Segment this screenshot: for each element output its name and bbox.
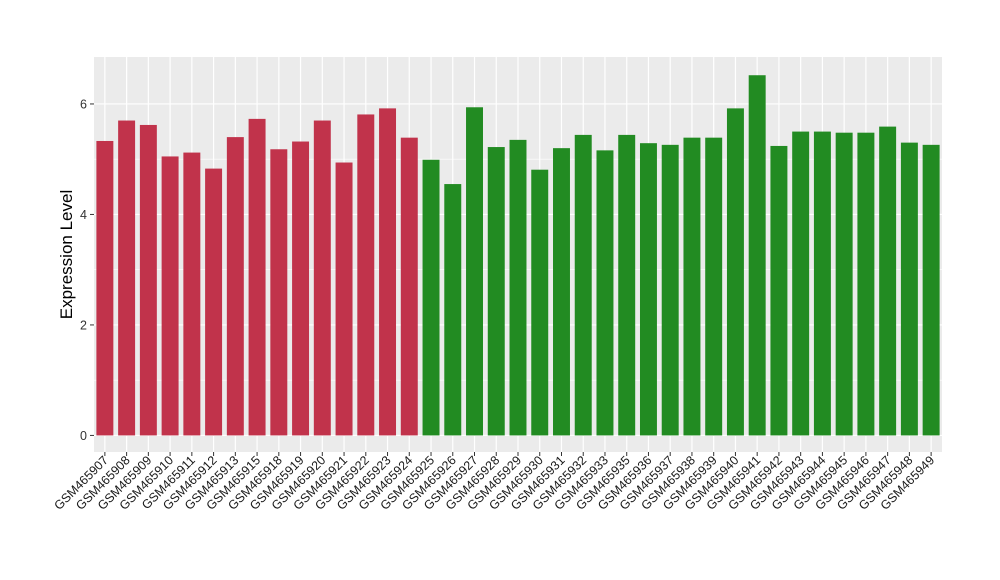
y-tick-label: 6 xyxy=(80,97,87,111)
y-tick-label: 4 xyxy=(80,208,87,222)
bars xyxy=(96,75,940,436)
bar xyxy=(422,159,440,436)
bar xyxy=(553,148,570,436)
y-axis: 0 2 4 6 xyxy=(80,97,94,443)
bar xyxy=(922,144,940,436)
bar xyxy=(879,126,897,436)
bar xyxy=(748,75,766,436)
x-axis: GSM465907GSM465908GSM465909GSM465910GSM4… xyxy=(51,452,937,513)
bar xyxy=(683,137,701,436)
bar xyxy=(705,137,723,436)
bar xyxy=(792,131,810,436)
bar xyxy=(813,131,831,436)
bar xyxy=(661,144,679,436)
bar xyxy=(118,120,136,436)
bar xyxy=(335,162,353,436)
bar xyxy=(596,150,614,436)
bar xyxy=(183,152,201,436)
bar xyxy=(139,124,157,436)
bar xyxy=(205,168,223,436)
y-tick-label: 0 xyxy=(80,429,87,443)
bar xyxy=(313,120,331,436)
bar xyxy=(400,137,418,436)
bar xyxy=(857,132,875,436)
bar xyxy=(900,142,918,436)
y-axis-title: Expression Level xyxy=(57,190,76,319)
bar xyxy=(357,114,375,436)
bar xyxy=(466,107,483,436)
bar xyxy=(618,134,636,436)
bar xyxy=(444,184,462,436)
bar xyxy=(726,108,744,436)
bar xyxy=(835,132,853,436)
bar xyxy=(96,140,114,436)
bar xyxy=(379,108,397,436)
bar xyxy=(487,147,505,436)
y-tick-label: 2 xyxy=(80,318,87,332)
bar xyxy=(574,134,592,436)
bar xyxy=(639,143,657,436)
bar xyxy=(509,139,527,436)
bar xyxy=(161,156,179,436)
bar xyxy=(292,141,310,436)
bar xyxy=(248,118,266,436)
bar xyxy=(531,169,549,436)
bar xyxy=(226,137,244,436)
bar xyxy=(770,145,788,436)
bar xyxy=(270,149,288,436)
